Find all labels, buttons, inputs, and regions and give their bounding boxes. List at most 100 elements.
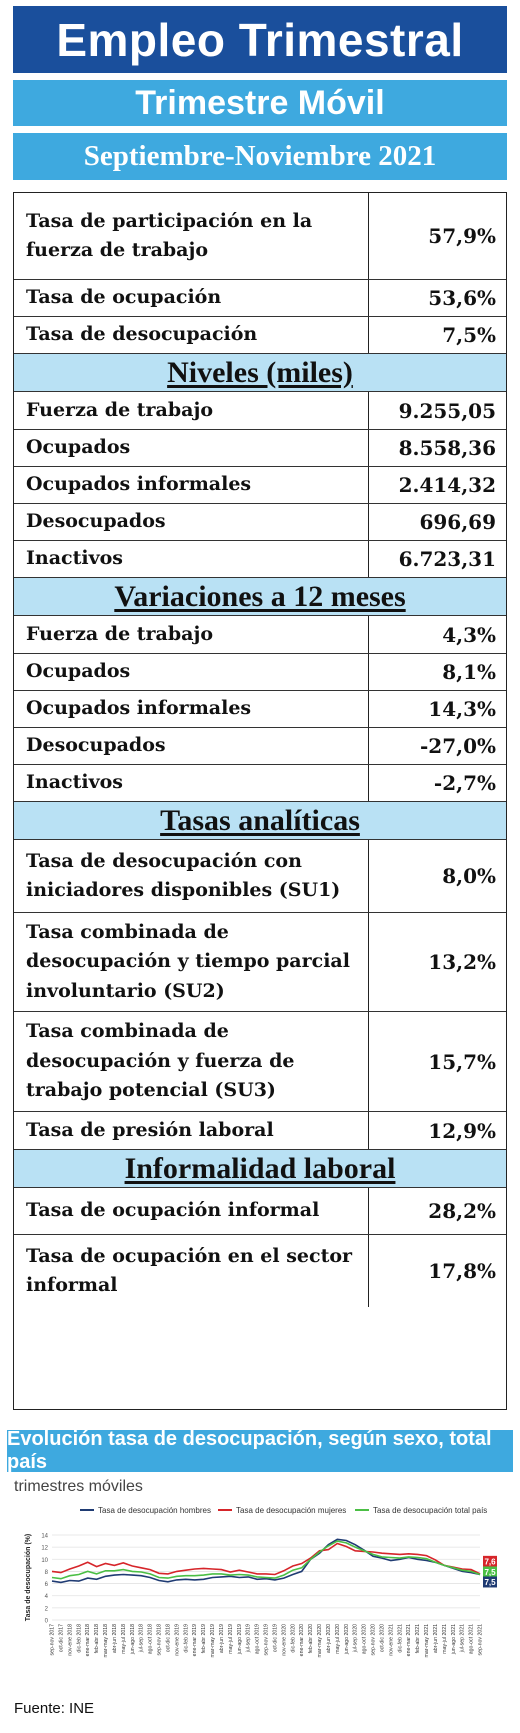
- x-tick-label: nov-ene 2018: [67, 1624, 73, 1656]
- row-label: Tasa de desocupación: [26, 323, 258, 346]
- x-tick-label: feb-abr 2020: [308, 1624, 314, 1654]
- x-tick-label: dic-feb 2021: [397, 1624, 403, 1653]
- row-label: Ocupados informales: [26, 697, 252, 720]
- table-row: Ocupados 8.558,36: [14, 430, 506, 467]
- row-label: Ocupados: [26, 660, 131, 683]
- x-tick-label: may-jul 2020: [335, 1624, 341, 1654]
- series-line: [51, 1540, 481, 1580]
- chart-subtitle: trimestres móviles: [14, 1478, 143, 1495]
- section-informalidad: Informalidad laboral: [14, 1150, 506, 1188]
- table-row: Tasa de desocupación 7,5%: [14, 317, 506, 354]
- row-label: Fuerza de trabajo: [26, 622, 214, 645]
- table-row: Tasa de desocupación con iniciadores dis…: [14, 840, 506, 913]
- row-value: 8.558,36: [368, 430, 506, 466]
- row-label: Desocupados: [26, 734, 166, 757]
- section-title: Variaciones a 12 meses: [114, 579, 406, 613]
- x-tick-label: mar-may 2021: [424, 1624, 430, 1658]
- row-value: 12,9%: [368, 1112, 506, 1149]
- x-tick-label: sep-nov 2020: [371, 1624, 377, 1656]
- end-value-label: 7,5: [484, 1578, 496, 1587]
- employment-table: Tasa de participación en la fuerza de tr…: [13, 192, 507, 1410]
- y-tick-label: 0: [45, 1619, 49, 1625]
- table-row: Desocupados 696,69: [14, 504, 506, 541]
- row-label: Tasa de desocupación con iniciadores dis…: [26, 849, 341, 901]
- x-tick-label: jul-sep 2021: [460, 1624, 466, 1653]
- x-tick-label: may-jul 2021: [442, 1624, 448, 1654]
- x-tick-label: abr-jun 2021: [433, 1624, 439, 1653]
- row-value: -27,0%: [368, 728, 506, 764]
- legend-entry: Tasa de desocupación total país: [373, 1506, 487, 1515]
- x-tick-label: jun-ago 2019: [237, 1624, 243, 1655]
- x-tick-label: ago-oct 2021: [469, 1624, 475, 1654]
- y-tick-label: 10: [41, 1558, 48, 1564]
- section-variaciones: Variaciones a 12 meses: [14, 578, 506, 616]
- section-tasas: Tasas analíticas: [14, 802, 506, 840]
- y-tick-label: 4: [45, 1594, 49, 1600]
- table-row: Ocupados informales 14,3%: [14, 691, 506, 728]
- row-label: Inactivos: [26, 547, 123, 570]
- series-line: [51, 1538, 481, 1584]
- x-tick-label: jul-sep 2020: [353, 1624, 359, 1653]
- row-label: Ocupados informales: [26, 473, 252, 496]
- table-row: Tasa de presión laboral 12,9%: [14, 1112, 506, 1150]
- x-tick-label: may-jul 2019: [228, 1624, 234, 1654]
- row-label: Inactivos: [26, 771, 123, 794]
- x-tick-label: may-jul 2018: [121, 1624, 127, 1654]
- series-line: [51, 1542, 481, 1576]
- x-tick-label: mar-may 2018: [103, 1624, 109, 1658]
- table-row: Inactivos 6.723,31: [14, 541, 506, 578]
- section-title: Tasas analíticas: [160, 803, 360, 837]
- subtitle-banner: Trimestre Móvil: [13, 80, 507, 126]
- end-value-label: 7,5: [484, 1568, 496, 1577]
- x-tick-label: oct-dic 2018: [165, 1624, 171, 1652]
- row-value: 7,5%: [368, 317, 506, 353]
- x-tick-label: ene-mar 2020: [299, 1624, 305, 1656]
- row-label: Tasa de ocupación: [26, 286, 222, 309]
- x-tick-label: ene-mar 2021: [406, 1624, 412, 1656]
- x-tick-label: sep-nov 2018: [157, 1624, 163, 1656]
- x-tick-label: abr-jun 2020: [326, 1624, 332, 1653]
- table-row: Tasa combinada de desocupación y fuerza …: [14, 1012, 506, 1112]
- row-value: 15,7%: [368, 1012, 506, 1111]
- x-tick-label: jul-sep 2018: [139, 1624, 145, 1653]
- y-tick-label: 6: [45, 1582, 49, 1588]
- table-row: Ocupados 8,1%: [14, 654, 506, 691]
- x-tick-label: jun-ago 2020: [344, 1624, 350, 1655]
- row-value: 57,9%: [368, 193, 506, 279]
- y-tick-label: 8: [45, 1570, 49, 1576]
- y-tick-label: 2: [45, 1606, 49, 1612]
- x-tick-label: ene-mar 2019: [192, 1624, 198, 1656]
- end-value-label: 7,6: [484, 1557, 496, 1566]
- x-tick-label: jun-ago 2021: [451, 1624, 457, 1655]
- row-label: Tasa de participación en la fuerza de tr…: [26, 209, 313, 261]
- row-label: Tasa combinada de desocupación y fuerza …: [26, 1020, 295, 1102]
- row-value: 53,6%: [368, 280, 506, 316]
- x-tick-label: oct-dic 2017: [58, 1624, 64, 1652]
- y-tick-label: 12: [41, 1546, 48, 1552]
- x-tick-label: oct-dic 2019: [272, 1624, 278, 1652]
- x-tick-label: dic-feb 2020: [290, 1624, 296, 1653]
- table-row: Tasa de ocupación 53,6%: [14, 280, 506, 317]
- x-tick-label: jul-sep 2019: [246, 1624, 252, 1653]
- unemployment-line-chart: Tasa de desocupación hombres Tasa de deso…: [25, 1506, 497, 1658]
- x-tick-label: feb-abr 2019: [201, 1624, 207, 1654]
- x-tick-label: dic-feb 2019: [183, 1624, 189, 1653]
- table-row: Fuerza de trabajo 9.255,05: [14, 392, 506, 430]
- table-row: Tasa de ocupación en el sector informal …: [14, 1235, 506, 1408]
- legend-entry: Tasa de desocupación hombres: [98, 1506, 211, 1515]
- end-value-badge: [483, 1555, 497, 1567]
- chart-header: Evolución tasa de desocupación, según se…: [7, 1428, 513, 1473]
- row-value: 2.414,32: [368, 467, 506, 503]
- row-value: 14,3%: [368, 691, 506, 727]
- row-value: 17,8%: [368, 1235, 506, 1307]
- source-note: Fuente: INE: [14, 1700, 95, 1717]
- x-tick-label: feb-abr 2018: [94, 1624, 100, 1654]
- x-tick-label: mar-may 2019: [210, 1624, 216, 1658]
- x-tick-label: abr-jun 2018: [112, 1624, 118, 1653]
- row-label: Ocupados: [26, 436, 131, 459]
- section-niveles: Niveles (miles): [14, 354, 506, 392]
- x-tick-label: abr-jun 2019: [219, 1624, 225, 1653]
- row-value: 696,69: [368, 504, 506, 540]
- table-row: Tasa de ocupación informal 28,2%: [14, 1188, 506, 1235]
- period-banner: Septiembre-Noviembre 2021: [13, 133, 507, 180]
